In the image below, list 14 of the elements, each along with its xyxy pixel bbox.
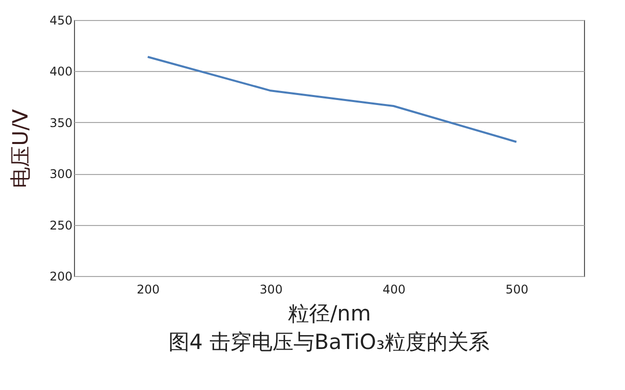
y-tick-label: 300 bbox=[50, 167, 72, 182]
y-tick-label: 200 bbox=[50, 270, 72, 284]
line-series bbox=[146, 56, 518, 143]
y-axis-title: 电压U/V bbox=[8, 108, 33, 188]
y-tick-label: 350 bbox=[50, 116, 72, 130]
y-tick-label: 400 bbox=[50, 64, 72, 79]
x-tick-label: 500 bbox=[505, 282, 528, 296]
y-tick-label: 250 bbox=[50, 218, 72, 232]
text: 图4 击穿电压与BaTiO₃粒度的关系 bbox=[168, 330, 490, 354]
x-tick-label: 300 bbox=[260, 282, 283, 296]
x-tick-label: 400 bbox=[382, 282, 406, 296]
y-tick-label: 450 bbox=[50, 14, 72, 28]
x-axis-title: 粒径/nm bbox=[288, 302, 371, 326]
x-tick-label: 200 bbox=[136, 282, 160, 296]
